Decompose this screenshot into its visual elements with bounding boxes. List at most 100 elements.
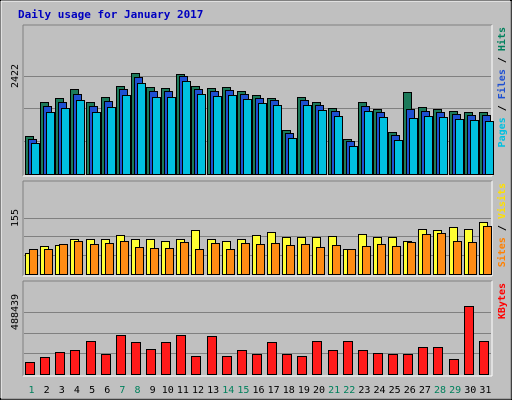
bar-sites	[226, 249, 235, 275]
bar-sites	[74, 241, 83, 275]
bar-pages	[349, 146, 358, 175]
bar-kbytes	[373, 353, 383, 375]
bar-sites	[437, 233, 446, 275]
bar-kbytes	[40, 357, 50, 375]
bar-kbytes	[176, 335, 186, 375]
day-label: 11	[177, 385, 189, 396]
bar-sites	[407, 242, 416, 275]
legend-entry: Pages	[497, 117, 508, 147]
bar-pages	[334, 116, 343, 175]
bar-sites	[180, 242, 189, 275]
day-label: 28	[434, 385, 446, 396]
bar-sites	[392, 246, 401, 275]
bar-pages	[228, 95, 237, 175]
day-label: 18	[283, 385, 295, 396]
legend-entry: Sites	[496, 237, 508, 267]
bar-kbytes	[464, 306, 474, 375]
bar-sites	[422, 234, 431, 275]
bar-kbytes	[25, 362, 35, 375]
bar-pages	[485, 121, 494, 175]
bar-kbytes	[207, 336, 217, 375]
day-label: 3	[59, 385, 65, 396]
panel-max-label: 2422	[10, 64, 21, 88]
bar-pages	[409, 118, 418, 175]
bar-sites	[90, 244, 99, 275]
day-label: 10	[162, 385, 174, 396]
panel-legend: KBytes	[497, 283, 508, 319]
bar-kbytes	[312, 341, 322, 375]
day-label: 21	[328, 385, 340, 396]
bar-kbytes	[252, 354, 262, 375]
bar-pages	[197, 94, 206, 175]
bar-pages	[273, 105, 282, 175]
panel-max-label: 488439	[10, 294, 21, 330]
bar-pages	[61, 108, 70, 175]
bar-pages	[303, 105, 312, 175]
day-label: 5	[89, 385, 95, 396]
bar-kbytes	[418, 347, 428, 375]
day-label: 31	[479, 385, 491, 396]
bar-kbytes	[343, 341, 353, 375]
bar-kbytes	[131, 342, 141, 375]
day-label: 25	[389, 385, 401, 396]
bar-pages	[92, 112, 101, 175]
bar-pages	[243, 99, 252, 175]
bar-sites	[29, 249, 38, 275]
bar-pages	[137, 83, 146, 175]
bar-sites	[195, 249, 204, 275]
day-label: 23	[358, 385, 370, 396]
bar-kbytes	[86, 341, 96, 375]
day-label: 27	[419, 385, 431, 396]
bar-pages	[439, 117, 448, 175]
bar-sites	[332, 245, 341, 275]
day-label: 12	[192, 385, 204, 396]
bar-sites	[301, 244, 310, 275]
bar-kbytes	[449, 359, 459, 375]
legend-entry: Hits	[496, 27, 508, 51]
chart-panels: 2422 Pages / Files / Hits 155 Sites / Visit…	[10, 24, 508, 377]
bar-kbytes	[146, 349, 156, 375]
bar-kbytes	[328, 350, 338, 375]
bar-kbytes	[388, 354, 398, 375]
day-label: 14	[222, 385, 234, 396]
bar-pages	[167, 97, 176, 175]
day-label: 2	[44, 385, 50, 396]
bar-kbytes	[55, 352, 65, 375]
bar-pages	[424, 116, 433, 175]
bar-pages	[182, 81, 191, 175]
day-label: 9	[150, 385, 156, 396]
bar-pages	[152, 97, 161, 175]
bar-sites	[316, 247, 325, 275]
bar-pages	[46, 112, 55, 175]
bar-kbytes	[282, 354, 292, 375]
legend-entry: /	[497, 99, 508, 117]
panel-legend: Sites / Visits	[496, 183, 508, 267]
day-label: 29	[449, 385, 461, 396]
bar-sites	[362, 246, 371, 275]
bar-kbytes	[222, 356, 232, 375]
bar-pages	[394, 140, 403, 175]
bar-pages	[76, 100, 85, 175]
panel-bottom: 488439 KBytes	[10, 280, 508, 377]
bar-pages	[122, 95, 131, 175]
bar-sites	[347, 249, 356, 275]
day-label: 30	[464, 385, 476, 396]
day-label: 19	[298, 385, 310, 396]
bar-sites	[483, 226, 492, 275]
chart-title: Daily usage for January 2017	[18, 8, 203, 21]
bar-kbytes	[479, 341, 489, 375]
day-label: 4	[74, 385, 80, 396]
bar-kbytes	[101, 354, 111, 375]
day-label: 24	[374, 385, 386, 396]
bar-pages	[31, 143, 40, 175]
bar-sites	[468, 242, 477, 275]
bar-pages	[318, 110, 327, 175]
bar-pages	[213, 96, 222, 175]
day-label: 26	[404, 385, 416, 396]
day-label: 1	[29, 385, 35, 396]
bar-sites	[256, 244, 265, 275]
bar-pages	[288, 138, 297, 175]
bar-sites	[165, 248, 174, 275]
day-label: 16	[252, 385, 264, 396]
day-label: 17	[268, 385, 280, 396]
